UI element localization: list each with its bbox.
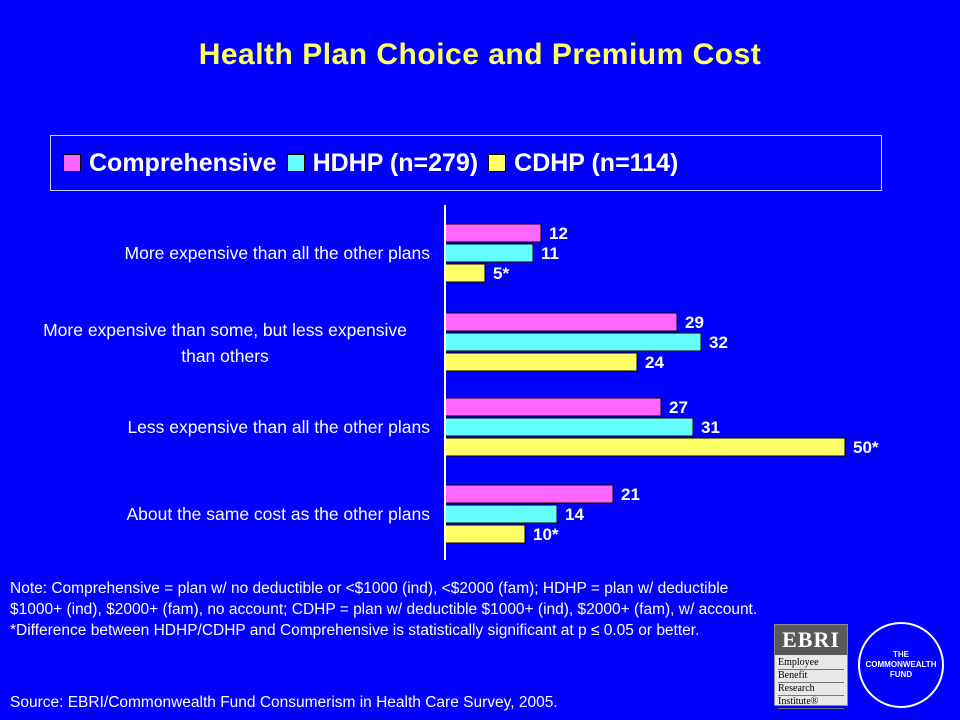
data-label: 50* xyxy=(853,438,879,457)
bar-comprehensive xyxy=(444,397,662,417)
commonwealth-fund-logo-text: THE COMMONWEALTH FUND xyxy=(865,650,937,679)
data-label: 14 xyxy=(565,505,584,524)
legend-item-cdhp: CDHP (n=114) xyxy=(488,149,678,178)
bar-comprehensive xyxy=(444,484,614,504)
legend-swatch-comprehensive xyxy=(63,154,81,172)
bar-cdhp-n-114 xyxy=(444,437,846,457)
category-label: About the same cost as the other plans xyxy=(126,504,430,524)
footnote-definitions: Note: Comprehensive = plan w/ no deducti… xyxy=(10,580,758,618)
data-label: 31 xyxy=(701,418,720,437)
bar-cdhp-n-114 xyxy=(444,352,638,372)
bar-chart: More expensive than all the other plans M… xyxy=(43,205,879,560)
commonwealth-fund-logo: THE COMMONWEALTH FUND xyxy=(858,622,944,708)
ebri-logo-line: Employee xyxy=(778,657,844,670)
footnotes: Note: Comprehensive = plan w/ no deducti… xyxy=(10,578,770,641)
data-label: 32 xyxy=(709,333,728,352)
source-note: Source: EBRI/Commonwealth Fund Consumeri… xyxy=(10,694,558,711)
footnote-significance: *Difference between HDHP/CDHP and Compre… xyxy=(10,622,700,639)
data-label: 10* xyxy=(533,525,559,544)
chart-title: Health Plan Choice and Premium Cost xyxy=(198,38,762,71)
category-label: More expensive than some, but less expen… xyxy=(43,320,407,366)
legend-swatch-hdhp xyxy=(286,154,305,172)
category-label: More expensive than all the other plans xyxy=(125,243,431,263)
ebri-logo-text: Employee Benefit Research Institute® xyxy=(775,655,847,711)
data-label: 5* xyxy=(493,264,509,283)
ebri-logo-line: Institute® xyxy=(778,696,844,709)
bar-cdhp-n-114 xyxy=(444,263,486,283)
ebri-logo-line: Research xyxy=(778,683,844,696)
legend-swatch-cdhp xyxy=(488,154,507,172)
bar-cdhp-n-114 xyxy=(444,524,526,544)
bar-comprehensive xyxy=(444,223,542,243)
category-label: Less expensive than all the other plans xyxy=(127,417,430,437)
data-label: 21 xyxy=(621,485,640,504)
bar-hdhp-n-279 xyxy=(444,504,558,524)
chart-legend: Comprehensive HDHP (n=279) CDHP (n=114) xyxy=(50,135,882,191)
data-label: 12 xyxy=(549,224,568,243)
legend-label-comprehensive: Comprehensive xyxy=(89,148,277,177)
bar-comprehensive xyxy=(444,312,678,332)
ebri-logo: EBRI Employee Benefit Research Institute… xyxy=(774,624,848,709)
ebri-logo-line: Benefit xyxy=(778,670,844,683)
data-label: 27 xyxy=(669,398,688,417)
legend-item-comprehensive: Comprehensive xyxy=(63,149,277,178)
data-label: 24 xyxy=(645,353,664,372)
legend-item-hdhp: HDHP (n=279) xyxy=(286,148,479,178)
legend-label-hdhp: HDHP (n=279) xyxy=(312,148,479,177)
data-label: 29 xyxy=(685,313,704,332)
bar-hdhp-n-279 xyxy=(444,332,702,352)
legend-label-cdhp: CDHP (n=114) xyxy=(514,148,679,177)
ebri-logo-mark: EBRI xyxy=(775,625,847,655)
bar-hdhp-n-279 xyxy=(444,417,694,437)
data-label: 11 xyxy=(541,244,559,263)
bar-hdhp-n-279 xyxy=(444,243,534,263)
